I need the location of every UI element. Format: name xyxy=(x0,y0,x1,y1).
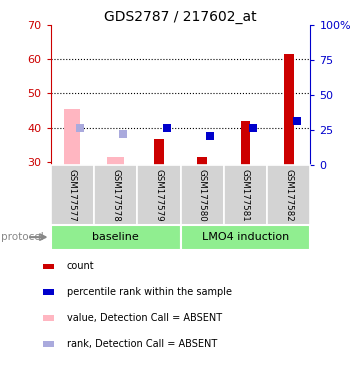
Text: GDS2787 / 217602_at: GDS2787 / 217602_at xyxy=(104,10,257,23)
FancyBboxPatch shape xyxy=(137,165,180,225)
Bar xyxy=(43,341,54,347)
Bar xyxy=(197,157,207,165)
Text: LMO4 induction: LMO4 induction xyxy=(202,232,289,242)
FancyBboxPatch shape xyxy=(94,165,137,225)
FancyBboxPatch shape xyxy=(51,165,94,225)
Text: value, Detection Call = ABSENT: value, Detection Call = ABSENT xyxy=(66,313,222,323)
Bar xyxy=(43,263,54,269)
Text: GSM177580: GSM177580 xyxy=(198,169,206,221)
Bar xyxy=(43,315,54,321)
FancyBboxPatch shape xyxy=(267,165,310,225)
FancyBboxPatch shape xyxy=(51,225,180,250)
Text: protocol: protocol xyxy=(1,232,43,242)
Bar xyxy=(43,290,54,295)
Bar xyxy=(107,157,124,165)
Bar xyxy=(241,121,250,165)
Text: percentile rank within the sample: percentile rank within the sample xyxy=(66,287,231,297)
Text: GSM177582: GSM177582 xyxy=(284,169,293,221)
Text: rank, Detection Call = ABSENT: rank, Detection Call = ABSENT xyxy=(66,339,217,349)
Text: GSM177579: GSM177579 xyxy=(155,169,163,221)
Text: GSM177577: GSM177577 xyxy=(68,169,77,221)
FancyBboxPatch shape xyxy=(180,225,310,250)
Text: GSM177578: GSM177578 xyxy=(111,169,120,221)
Text: GSM177581: GSM177581 xyxy=(241,169,250,221)
Bar xyxy=(284,54,293,165)
Bar xyxy=(64,109,81,165)
FancyBboxPatch shape xyxy=(224,165,267,225)
Text: baseline: baseline xyxy=(92,232,139,242)
Text: count: count xyxy=(66,262,94,271)
FancyBboxPatch shape xyxy=(180,165,224,225)
Bar xyxy=(154,139,164,165)
